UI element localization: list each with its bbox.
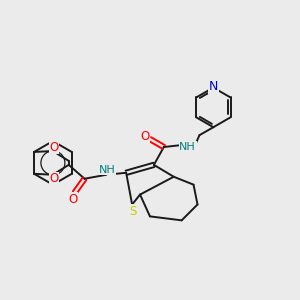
Text: S: S [129,205,137,218]
Text: O: O [49,140,58,154]
Text: O: O [140,130,150,142]
Text: O: O [49,172,58,185]
Text: O: O [68,193,77,206]
Text: NH: NH [179,142,196,152]
Text: NH: NH [99,165,116,175]
Text: N: N [209,80,218,93]
